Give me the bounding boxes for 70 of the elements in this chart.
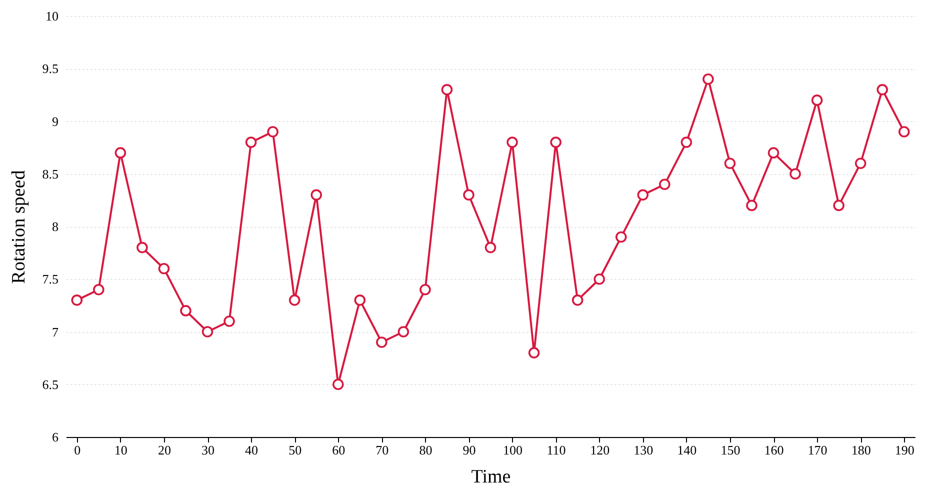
x-tick-label: 80	[419, 442, 432, 458]
x-tick-label: 120	[590, 442, 610, 458]
point	[484, 242, 496, 254]
point	[310, 189, 322, 201]
y-tick-label: 8	[52, 219, 58, 234]
point	[398, 326, 410, 338]
y-tick-label: 10	[46, 8, 58, 24]
point	[746, 200, 758, 212]
point	[659, 178, 670, 190]
x-axis-title: Time	[471, 466, 511, 488]
point	[528, 347, 540, 358]
point	[790, 168, 801, 180]
point	[680, 136, 692, 148]
point	[93, 284, 104, 296]
point	[572, 294, 584, 306]
point	[245, 136, 257, 148]
x-tick-label: 160	[764, 442, 784, 458]
point	[288, 294, 300, 306]
x-tick-label: 90	[462, 442, 476, 458]
point	[136, 242, 148, 254]
point	[833, 200, 844, 212]
point	[114, 147, 126, 158]
point	[594, 273, 605, 285]
point	[768, 147, 780, 158]
point	[615, 231, 627, 243]
point	[811, 94, 823, 106]
point	[898, 126, 910, 138]
x-tick-label: 170	[808, 442, 828, 458]
x-tick-label: 10	[114, 442, 128, 458]
y-tick-label: 9.5	[42, 61, 58, 76]
point	[463, 189, 474, 201]
point	[180, 305, 192, 316]
x-tick-label: 40	[245, 442, 258, 458]
point	[702, 74, 714, 85]
point	[854, 158, 866, 169]
y-tick-label: 6.5	[42, 376, 58, 392]
x-tick-label: 60	[332, 442, 346, 458]
point	[637, 189, 649, 201]
x-tick-label: 20	[158, 442, 171, 458]
point	[420, 284, 431, 296]
x-tick-label: 0	[74, 442, 81, 458]
point	[876, 84, 888, 96]
x-tick-label: 180	[851, 442, 871, 458]
point	[354, 294, 366, 306]
y-tick-label: 6	[52, 430, 59, 444]
x-tick-label: 70	[376, 442, 389, 458]
y-tick-label: 9	[52, 114, 58, 129]
point	[550, 136, 562, 148]
point	[506, 136, 518, 148]
point	[441, 84, 453, 96]
point	[202, 326, 214, 338]
point	[267, 126, 278, 138]
y-axis-title: Rotation speed	[8, 170, 30, 284]
point	[158, 262, 170, 274]
point	[332, 378, 344, 390]
x-tick-label: 150	[720, 442, 740, 458]
y-tick-label: 7.5	[42, 272, 58, 287]
point	[71, 294, 83, 306]
point	[724, 158, 736, 169]
point	[376, 336, 388, 348]
x-tick-label: 30	[202, 442, 214, 458]
x-tick-label: 110	[546, 442, 566, 458]
point	[224, 316, 235, 327]
x-tick-label: 50	[288, 442, 302, 458]
x-tick-label: 130	[634, 442, 654, 458]
y-tick-label: 7	[52, 324, 59, 340]
x-tick-label: 140	[677, 442, 697, 458]
x-tick-label: 100	[503, 442, 523, 458]
y-tick-label: 8.5	[42, 166, 58, 182]
x-tick-label: 190	[894, 442, 914, 458]
